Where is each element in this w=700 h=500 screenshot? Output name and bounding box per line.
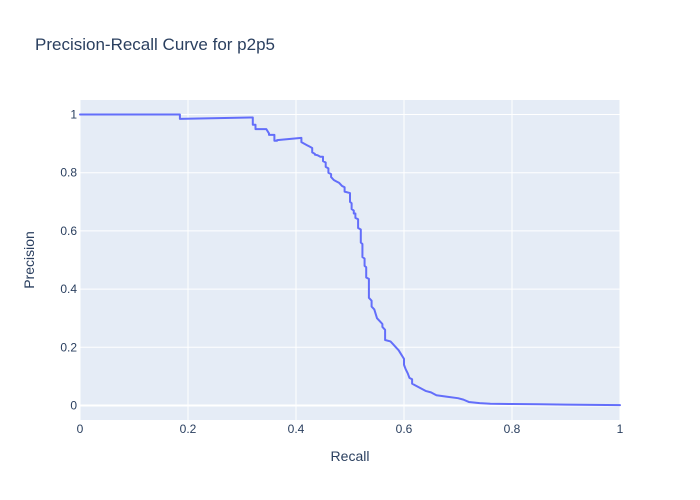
x-tick-label: 1 xyxy=(617,422,624,436)
x-tick-label: 0.4 xyxy=(288,422,305,436)
x-tick-label: 0.8 xyxy=(504,422,521,436)
x-tick-label: 0.2 xyxy=(180,422,197,436)
y-tick-label: 0.2 xyxy=(60,340,77,354)
y-axis-title: Precision xyxy=(21,231,37,289)
series-line xyxy=(79,113,621,407)
y-tick-label: 0.6 xyxy=(60,224,77,238)
y-tick-label: 1 xyxy=(70,108,77,122)
series-layer xyxy=(79,113,621,407)
x-axis-title: Recall xyxy=(331,448,370,464)
x-axis-ticks: 0 0.2 0.4 0.6 0.8 1 xyxy=(77,422,624,436)
x-tick-label: 0 xyxy=(77,422,84,436)
x-tick-label: 0.6 xyxy=(396,422,413,436)
y-tick-label: 0.4 xyxy=(60,282,77,296)
y-axis-ticks: 0 0.2 0.4 0.6 0.8 1 xyxy=(60,108,77,413)
y-tick-label: 0 xyxy=(70,398,77,412)
plot-area xyxy=(80,100,620,420)
chart-title: Precision-Recall Curve for p2p5 xyxy=(35,35,275,54)
grid-lines xyxy=(79,100,621,420)
y-tick-label: 0.8 xyxy=(60,166,77,180)
